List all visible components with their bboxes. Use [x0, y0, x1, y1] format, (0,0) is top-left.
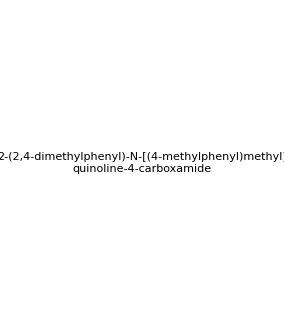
Text: 2-(2,4-dimethylphenyl)-N-[(4-methylphenyl)methyl]
quinoline-4-carboxamide: 2-(2,4-dimethylphenyl)-N-[(4-methylpheny…	[0, 152, 284, 174]
